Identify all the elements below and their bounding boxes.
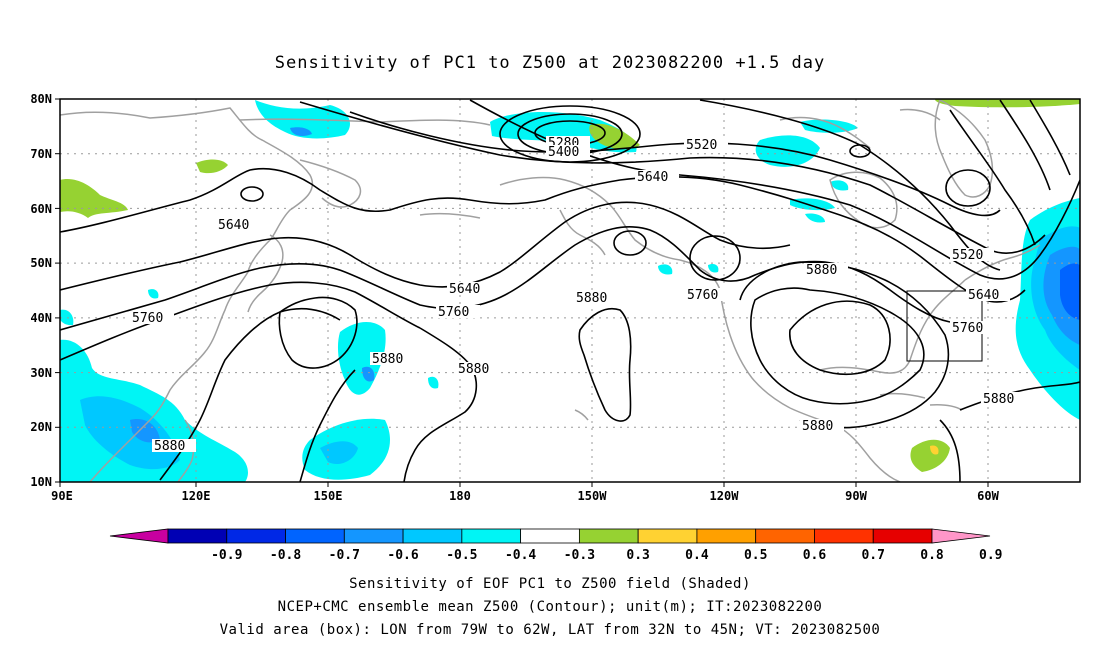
lat-label: 30N (30, 366, 52, 380)
colorbar-cell (461, 528, 522, 544)
contour-label: 5880 (806, 263, 837, 278)
colorbar-tick-label: -0.3 (564, 548, 595, 563)
footer-line-2: NCEP+CMC ensemble mean Z500 (Contour); u… (278, 599, 823, 615)
contour-label: 5640 (968, 288, 999, 303)
contour-label: 5880 (576, 291, 607, 306)
contour-label: 5880 (372, 352, 403, 367)
contour-label: 5880 (983, 392, 1014, 407)
lon-label: 90W (845, 489, 867, 503)
colorbar-tick-label: -0.7 (329, 548, 360, 563)
contour-label: 5640 (449, 282, 480, 297)
colorbar-cell (578, 528, 639, 544)
colorbar-tick-label: 0.3 (626, 548, 649, 563)
colorbar-cell (520, 528, 580, 544)
lon-label: 180 (449, 489, 471, 503)
colorbar-tick-label: 0.7 (861, 548, 884, 563)
colorbar-tick-label: 0.8 (920, 548, 944, 563)
footer-line-1: Sensitivity of EOF PC1 to Z500 field (Sh… (349, 576, 751, 592)
contour-label: 5640 (637, 170, 668, 185)
lon-label: 120W (710, 489, 740, 503)
colorbar-tick-label: -0.4 (505, 548, 536, 563)
map-frame (59, 98, 1081, 483)
contour-label: 5640 (218, 218, 249, 233)
colorbar-cell (167, 528, 228, 544)
shading-layer (60, 99, 1080, 482)
contour-label: 5400 (548, 145, 579, 160)
contour-labels: 5280 5400 5520 5520 5640 5640 5640 5640 … (130, 136, 1025, 454)
colorbar: -0.9 -0.8 -0.7 -0.6 -0.5 -0.4 -0.3 0.3 0.4 0.5 0.6… (109, 528, 1003, 563)
colorbar-tick-label: 0.5 (744, 548, 767, 563)
lat-label: 60N (30, 202, 52, 216)
contour-label: 5520 (952, 248, 983, 263)
colorbar-cell (226, 528, 286, 544)
contour-label: 5760 (687, 288, 718, 303)
colorbar-tick-label: -0.5 (446, 548, 477, 563)
colorbar-cell (402, 528, 463, 544)
lat-label: 20N (30, 420, 52, 434)
colorbar-cell (696, 528, 757, 544)
map-title: Sensitivity of PC1 to Z500 at 2023082200… (275, 53, 826, 73)
map-panel: 5280 5400 5520 5520 5640 5640 5640 5640 … (30, 92, 1081, 503)
footer-line-3: Valid area (box): LON from 79W to 62W, L… (220, 622, 881, 638)
colorbar-arrow-left (109, 528, 169, 544)
colorbar-tick-label: -0.9 (211, 548, 242, 563)
lon-label: 150E (314, 489, 343, 503)
contour-label: 5880 (154, 439, 185, 454)
colorbar-cell (755, 528, 815, 544)
colorbar-tick-label: 0.4 (685, 548, 709, 563)
colorbar-arrow-right (931, 528, 991, 544)
colorbar-cell (343, 528, 404, 544)
lon-label: 90E (51, 489, 73, 503)
lat-label: 10N (30, 475, 52, 489)
lon-label: 120E (182, 489, 211, 503)
lon-label: 150W (578, 489, 608, 503)
contour-label: 5760 (952, 321, 983, 336)
contour-label: 5760 (132, 311, 163, 326)
colorbar-tick-label: -0.6 (387, 548, 418, 563)
contour-label: 5760 (438, 305, 469, 320)
colorbar-cell (285, 528, 345, 544)
contour-label: 5880 (458, 362, 489, 377)
colorbar-cell (814, 528, 874, 544)
lat-label: 70N (30, 147, 52, 161)
lat-label: 40N (30, 311, 52, 325)
colorbar-tick-label: 0.9 (979, 548, 1002, 563)
lat-label: 50N (30, 256, 52, 270)
colorbar-tick-label: -0.8 (270, 548, 301, 563)
colorbar-tick-label: 0.6 (803, 548, 827, 563)
lon-label: 60W (977, 489, 999, 503)
lat-label: 80N (30, 92, 52, 106)
z500-contours (60, 99, 1080, 482)
contour-label: 5880 (802, 419, 833, 434)
contour-label: 5520 (686, 138, 717, 153)
colorbar-cell (637, 528, 698, 544)
colorbar-cell (872, 528, 933, 544)
